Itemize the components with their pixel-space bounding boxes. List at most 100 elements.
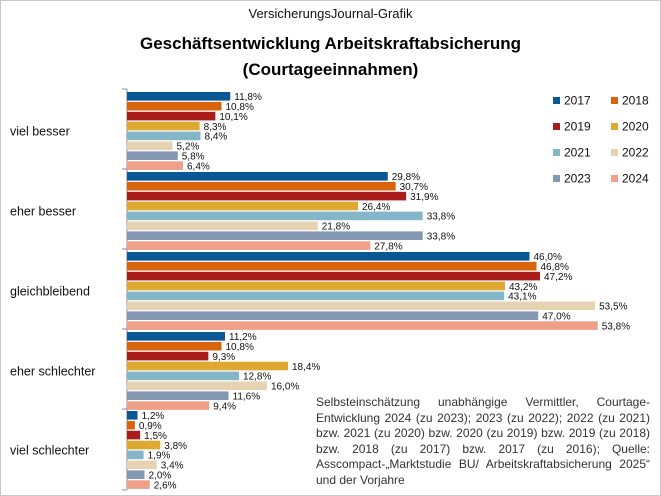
legend-label: 2022 xyxy=(622,146,649,160)
bar xyxy=(127,281,505,291)
data-label: 29,8% xyxy=(392,172,420,183)
bar xyxy=(127,101,222,111)
legend-swatch xyxy=(611,123,618,130)
bar xyxy=(127,470,145,479)
data-label: 27,8% xyxy=(374,241,402,252)
bar xyxy=(127,381,267,391)
bar xyxy=(127,141,173,151)
category-labels-layer: viel besser eher besser gleichbleibend eher… xyxy=(10,124,95,457)
bar xyxy=(127,401,210,410)
source-note: Selbsteinschätzung unabhängige Vermittle… xyxy=(316,395,650,487)
category-label: gleichbleibend xyxy=(10,284,90,298)
chart-subtitle: (Courtageeinnahmen) xyxy=(242,60,419,79)
bar xyxy=(127,440,161,450)
bar xyxy=(127,172,388,181)
data-label: 9,4% xyxy=(213,401,236,412)
bar xyxy=(127,341,222,351)
data-label: 8,4% xyxy=(205,132,228,143)
data-label: 10,1% xyxy=(219,112,247,123)
bar xyxy=(127,92,231,101)
legend-label: 2017 xyxy=(564,94,591,108)
data-label: 21,8% xyxy=(322,222,350,233)
bar xyxy=(127,161,183,170)
bar xyxy=(127,311,539,320)
bar xyxy=(127,351,209,361)
data-label: 5,8% xyxy=(182,152,205,163)
bar xyxy=(127,201,358,211)
bar xyxy=(127,111,216,121)
data-label: 2,6% xyxy=(154,480,177,491)
data-label: 11,2% xyxy=(229,332,257,343)
data-label: 12,8% xyxy=(243,372,271,383)
bar xyxy=(127,241,371,250)
bar xyxy=(127,211,423,221)
legend-swatch xyxy=(611,149,618,156)
bar xyxy=(127,231,423,240)
data-label: 30,7% xyxy=(400,182,428,193)
axis-layer xyxy=(122,88,128,491)
data-label: 9,3% xyxy=(212,352,235,363)
bar xyxy=(127,131,201,141)
data-label: 33,8% xyxy=(427,232,455,243)
legend-label: 2024 xyxy=(622,172,649,186)
legend-swatch xyxy=(553,149,560,156)
data-label: 8,3% xyxy=(204,122,227,133)
legend-swatch xyxy=(553,123,560,130)
data-label: 31,9% xyxy=(410,192,438,203)
data-label: 33,8% xyxy=(427,212,455,223)
source-line: VersicherungsJournal-Grafik xyxy=(248,6,413,21)
data-label: 18,4% xyxy=(292,362,320,373)
data-label: 10,8% xyxy=(226,342,254,353)
bar xyxy=(127,271,540,281)
legend-swatch xyxy=(611,175,618,182)
data-label: 26,4% xyxy=(362,202,390,213)
data-label: 5,2% xyxy=(177,142,200,153)
data-label: 53,8% xyxy=(602,321,630,332)
legend-label: 2023 xyxy=(564,172,591,186)
bar xyxy=(127,181,396,191)
data-label: 10,8% xyxy=(226,102,254,113)
data-label: 47,0% xyxy=(542,312,570,323)
category-label: eher besser xyxy=(10,204,76,218)
bar xyxy=(127,411,138,420)
category-label: viel besser xyxy=(10,124,70,138)
data-label: 11,6% xyxy=(233,392,261,403)
legend-swatch xyxy=(611,97,618,104)
legend: 2017 2018 2019 2020 2021 2022 2023 2024 xyxy=(553,94,649,186)
bar xyxy=(127,121,200,131)
data-label: 43,2% xyxy=(509,282,537,293)
legend-label: 2018 xyxy=(622,94,649,108)
bar xyxy=(127,291,505,301)
data-label: 6,4% xyxy=(187,161,210,172)
data-label: 43,1% xyxy=(508,292,536,303)
bar xyxy=(127,480,150,489)
legend-swatch xyxy=(553,175,560,182)
data-label: 1,2% xyxy=(142,411,165,422)
bar xyxy=(127,191,407,201)
bar xyxy=(127,391,229,400)
bar xyxy=(127,321,598,330)
data-label: 47,2% xyxy=(544,272,572,283)
legend-label: 2021 xyxy=(564,146,591,160)
data-label: 46,8% xyxy=(541,262,569,273)
bar xyxy=(127,151,178,160)
bar xyxy=(127,361,288,371)
bar xyxy=(127,430,141,440)
data-label: 0,9% xyxy=(139,421,162,432)
bar xyxy=(127,221,318,231)
data-label: 3,8% xyxy=(164,441,187,452)
bar xyxy=(127,460,157,470)
data-label: 1,5% xyxy=(144,431,167,442)
data-label: 11,8% xyxy=(234,92,262,103)
data-label: 1,9% xyxy=(148,451,171,462)
bar xyxy=(127,332,225,341)
bar xyxy=(127,301,596,311)
legend-label: 2020 xyxy=(622,120,649,134)
category-label: viel schlechter xyxy=(10,443,89,457)
data-label: 46,0% xyxy=(534,252,562,263)
bars-layer xyxy=(127,92,598,489)
data-label: 3,4% xyxy=(161,461,184,472)
data-label: 16,0% xyxy=(271,382,299,393)
bar xyxy=(127,261,537,271)
